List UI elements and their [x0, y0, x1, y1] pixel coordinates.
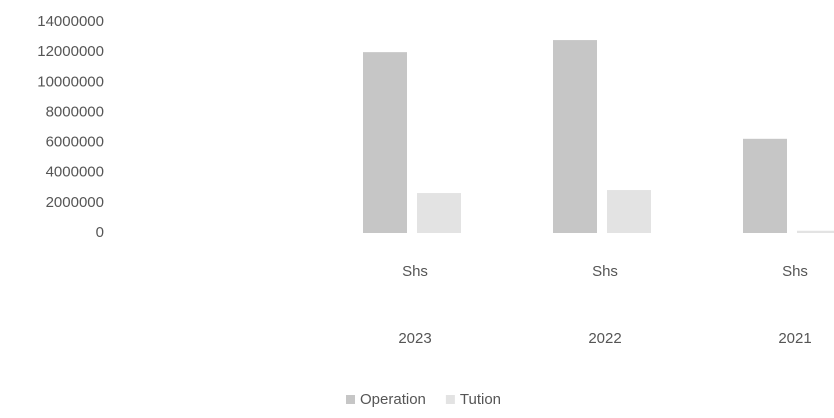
x-tick-label: Shs — [782, 263, 808, 280]
bar — [417, 193, 461, 233]
x-tick-label: 2022 — [588, 330, 621, 347]
bar — [607, 190, 651, 233]
legend-swatch — [445, 395, 455, 404]
y-tick-label: 0 — [96, 224, 104, 241]
y-tick-label: 8000000 — [46, 103, 104, 120]
x-tick-label: 2021 — [778, 330, 811, 347]
bar — [553, 40, 597, 234]
bar — [363, 52, 407, 234]
x-tick-label: Shs — [402, 263, 428, 280]
y-tick-label: 4000000 — [46, 164, 104, 181]
x-tick-label: Shs — [592, 263, 618, 280]
y-tick-label: 6000000 — [46, 134, 104, 151]
legend-label: Tution — [460, 391, 501, 408]
bar — [797, 230, 834, 233]
legend-swatch — [346, 395, 355, 404]
y-tick-label: 2000000 — [46, 194, 104, 211]
y-tick-label: 10000000 — [37, 73, 104, 90]
legend-label: Operation — [360, 391, 426, 408]
y-tick-label: 14000000 — [37, 13, 104, 30]
bar — [743, 138, 787, 233]
x-tick-label: 2023 — [398, 330, 431, 347]
y-tick-label: 12000000 — [37, 43, 104, 60]
